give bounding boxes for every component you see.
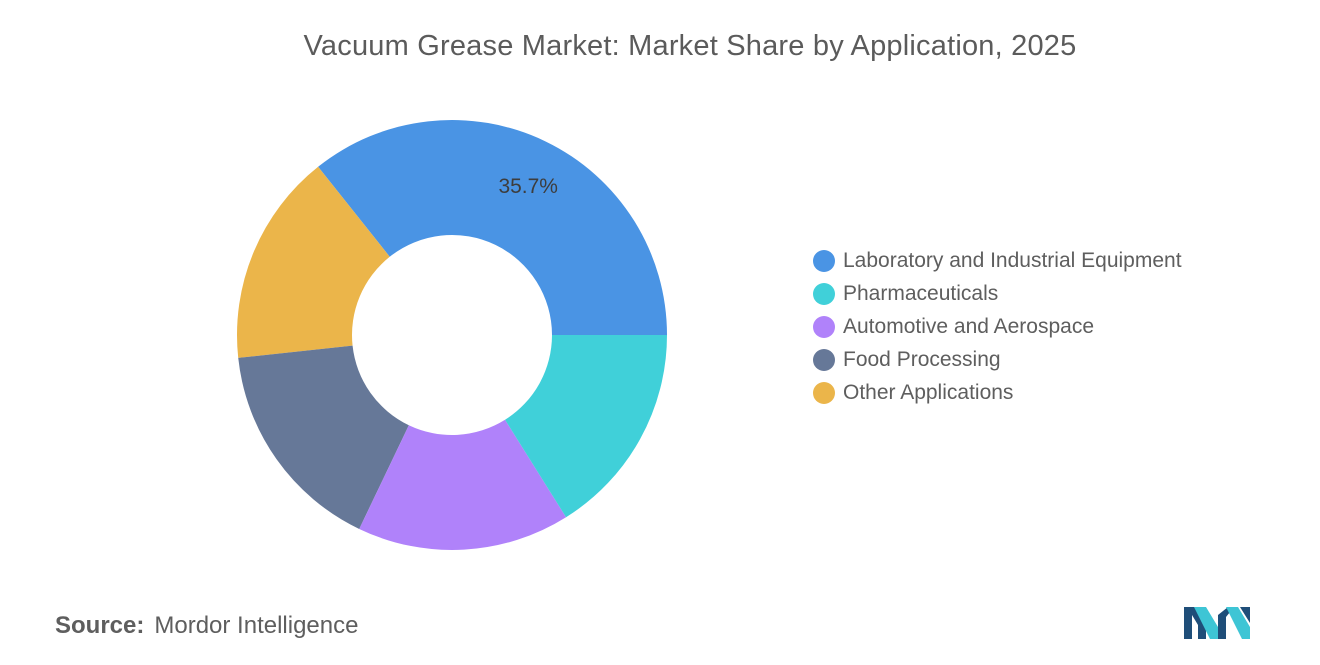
legend-label: Pharmaceuticals [843, 281, 999, 305]
legend-label: Automotive and Aerospace [843, 314, 1094, 338]
legend-item-laboratory-and-industrial-equipment: Laboratory and Industrial Equipment [813, 244, 1182, 277]
slice-laboratory-and-industrial-equipment [318, 119, 667, 335]
legend-item-other-applications: Other Applications [813, 376, 1182, 409]
legend-swatch [813, 249, 835, 272]
slice-labels: 35.7% [498, 175, 558, 198]
legend-item-automotive-and-aerospace: Automotive and Aerospace [813, 310, 1182, 343]
slice-label-laboratory-and-industrial-equipment: 35.7% [498, 175, 558, 198]
legend-item-food-processing: Food Processing [813, 343, 1182, 376]
legend-item-pharmaceuticals: Pharmaceuticals [813, 277, 1182, 310]
legend-swatch [813, 282, 835, 305]
chart-legend: Laboratory and Industrial Equipment Pharm… [813, 244, 1182, 409]
source-value: Mordor Intelligence [154, 612, 359, 639]
slice-automotive-and-aerospace [359, 419, 567, 550]
legend-swatch [813, 315, 835, 338]
source-note: Source: Mordor Intelligence [55, 612, 358, 640]
donut-slices [237, 119, 667, 550]
slice-pharmaceuticals [505, 335, 667, 518]
legend-swatch [813, 348, 835, 371]
legend-label: Food Processing [843, 347, 1001, 371]
slice-other-applications [237, 166, 390, 358]
legend-label: Other Applications [843, 380, 1014, 404]
legend-label: Laboratory and Industrial Equipment [843, 248, 1182, 272]
source-label: Source: [55, 612, 145, 639]
slice-food-processing [238, 345, 409, 529]
legend-swatch [813, 381, 835, 404]
chart-title: Vacuum Grease Market: Market Share by Ap… [303, 30, 1077, 62]
mordor-intelligence-logo-icon [1184, 607, 1250, 639]
